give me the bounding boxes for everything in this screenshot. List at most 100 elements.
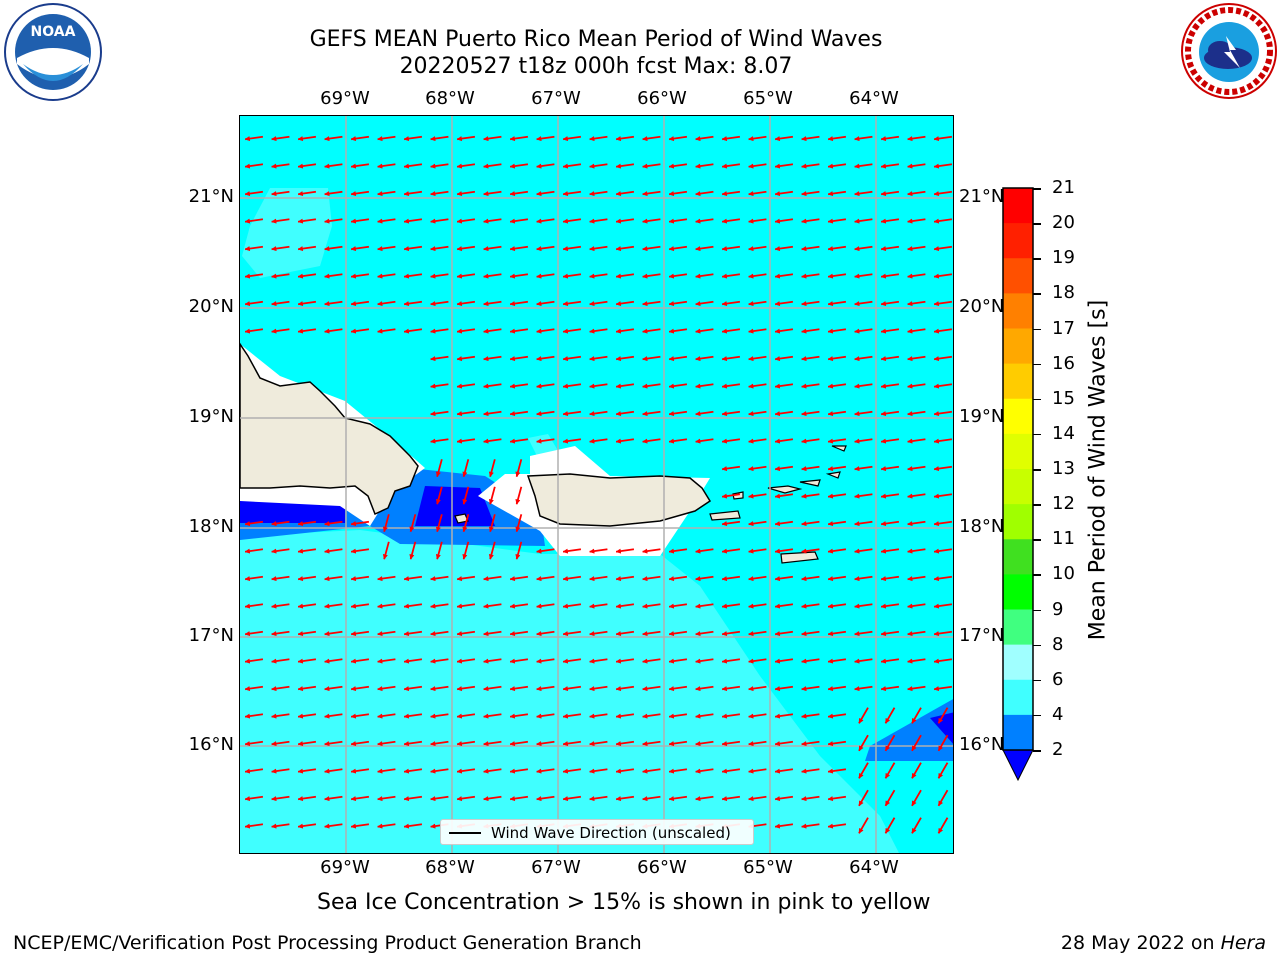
wind-arrow-head bbox=[562, 301, 569, 307]
noaa-logo-text: NOAA bbox=[31, 24, 76, 40]
wind-arrow-head bbox=[515, 498, 521, 505]
colorbar-tick-label: 2 bbox=[1052, 739, 1064, 760]
wind-arrow-head bbox=[801, 438, 807, 444]
wind-arrow-head bbox=[615, 411, 622, 417]
wind-arrow-head bbox=[854, 246, 860, 252]
colorbar-tick-mark bbox=[1033, 433, 1041, 436]
wind-arrow-head bbox=[668, 796, 675, 802]
wind-arrow-head bbox=[748, 301, 754, 307]
wind-arrow-head bbox=[509, 273, 516, 279]
colorbar-tick-mark bbox=[1033, 258, 1041, 260]
wind-arrow-head bbox=[589, 411, 595, 417]
wind-arrow-head bbox=[589, 191, 595, 197]
wind-arrow-head bbox=[324, 796, 330, 802]
wind-arrow-head bbox=[695, 741, 701, 747]
wind-arrow-head bbox=[562, 246, 569, 252]
wind-arrow-head bbox=[403, 768, 410, 774]
wind-arrow-head bbox=[695, 658, 701, 664]
wind-arrow-head bbox=[324, 713, 330, 719]
wind-arrow-head bbox=[483, 136, 489, 142]
colorbar-tick-mark bbox=[1033, 223, 1041, 225]
wind-arrow-head bbox=[562, 411, 569, 417]
wind-arrow-head bbox=[938, 717, 944, 724]
wind-arrow-head bbox=[938, 827, 944, 834]
wind-arrow-head bbox=[456, 328, 463, 334]
wind-arrow-head bbox=[509, 658, 516, 664]
wind-arrow-head bbox=[536, 576, 542, 582]
wind-arrow-head bbox=[350, 301, 357, 307]
wind-arrow-head bbox=[324, 576, 330, 582]
wind-arrow-head bbox=[642, 658, 648, 664]
wind-arrow-head bbox=[854, 191, 860, 197]
wind-arrow-head bbox=[854, 383, 860, 389]
wind-arrow-head bbox=[271, 603, 277, 609]
wind-arrow-head bbox=[509, 713, 516, 719]
wind-arrow-head bbox=[801, 493, 807, 499]
wind-arrow-head bbox=[509, 438, 516, 444]
wind-arrow-head bbox=[271, 741, 277, 747]
wind-arrow-head bbox=[907, 658, 913, 664]
wind-arrow-head bbox=[880, 493, 887, 499]
land-tortola bbox=[799, 479, 821, 487]
wind-arrow-head bbox=[911, 717, 917, 724]
wind-arrow-head bbox=[695, 356, 701, 362]
wind-arrow-head bbox=[509, 631, 516, 637]
wind-arrow-head bbox=[536, 631, 542, 637]
wind-arrow-head bbox=[562, 438, 569, 444]
wind-arrow-head bbox=[695, 631, 701, 637]
legend-label: Wind Wave Direction (unscaled) bbox=[491, 824, 731, 842]
wind-arrow-head bbox=[774, 438, 781, 444]
wind-arrow-head bbox=[642, 796, 648, 802]
wind-arrow-head bbox=[562, 576, 569, 582]
land-st-thomas bbox=[767, 485, 803, 494]
wind-arrow-head bbox=[509, 191, 516, 197]
wind-arrow-head bbox=[509, 328, 516, 334]
wind-arrow-head bbox=[801, 796, 807, 802]
wind-arrow-head bbox=[880, 301, 887, 307]
wind-arrow-head bbox=[801, 603, 807, 609]
wind-arrow-head bbox=[488, 471, 494, 478]
wind-arrow-head bbox=[774, 576, 781, 582]
land-culebra bbox=[732, 491, 744, 500]
wind-arrow-head bbox=[324, 768, 330, 774]
wind-arrow-head bbox=[244, 631, 251, 637]
wind-arrow-head bbox=[536, 328, 542, 334]
wind-arrow-head bbox=[827, 328, 834, 334]
wind-arrow-head bbox=[854, 328, 860, 334]
wind-arrow-head bbox=[827, 163, 834, 169]
wind-arrow-head bbox=[748, 191, 754, 197]
wind-arrow-head bbox=[244, 328, 251, 334]
wind-arrow-head bbox=[271, 191, 277, 197]
wind-arrow-head bbox=[536, 218, 542, 224]
wind-arrow-head bbox=[589, 163, 595, 169]
wind-arrow-head bbox=[509, 383, 516, 389]
wind-arrow-head bbox=[827, 823, 834, 829]
colorbar bbox=[1002, 187, 1034, 783]
colorbar-tick-label: 12 bbox=[1052, 493, 1075, 515]
colorbar-tick-mark bbox=[1033, 714, 1041, 717]
wind-arrow-head bbox=[562, 631, 569, 637]
wind-arrow-head bbox=[456, 356, 463, 362]
wind-arrow-head bbox=[642, 356, 648, 362]
colorbar-tick-mark bbox=[1033, 539, 1041, 541]
wind-arrow-head bbox=[774, 411, 781, 417]
wind-arrow-head bbox=[536, 713, 542, 719]
colorbar-segment bbox=[1003, 433, 1033, 470]
wind-arrow-head bbox=[430, 438, 436, 444]
wind-arrow-head bbox=[748, 383, 754, 389]
wind-arrow-head bbox=[350, 823, 357, 829]
colorbar-tick-label: 16 bbox=[1052, 352, 1075, 374]
wind-arrow-head bbox=[858, 772, 864, 779]
wind-arrow-head bbox=[297, 713, 304, 719]
wind-arrow-head bbox=[774, 548, 781, 554]
lon-label-bottom-64w: 64°W bbox=[849, 857, 899, 878]
wind-arrow-head bbox=[668, 218, 675, 224]
wind-arrow-head bbox=[827, 521, 834, 527]
wind-arrow-head bbox=[880, 686, 887, 692]
wind-arrow-head bbox=[562, 191, 569, 197]
wind-arrow-head bbox=[350, 218, 357, 224]
wind-arrow-head bbox=[271, 686, 277, 692]
wind-arrow-head bbox=[748, 521, 754, 527]
wind-arrow-head bbox=[483, 383, 489, 389]
wind-arrow-head bbox=[589, 576, 595, 582]
